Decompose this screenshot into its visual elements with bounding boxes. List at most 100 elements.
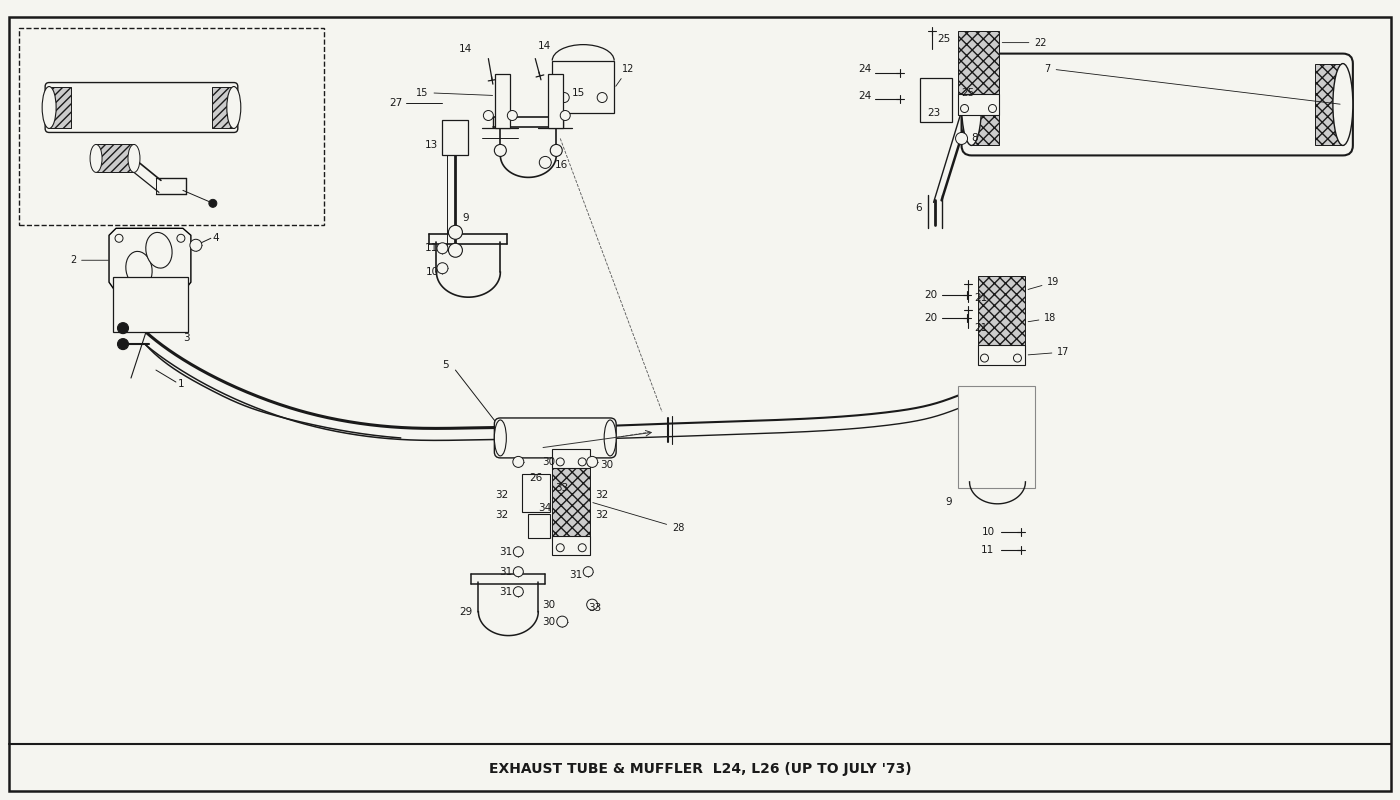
Ellipse shape (1333, 63, 1352, 146)
Circle shape (494, 145, 507, 157)
Ellipse shape (227, 86, 241, 129)
Text: 16: 16 (556, 161, 568, 170)
Ellipse shape (146, 233, 172, 268)
Ellipse shape (127, 145, 140, 172)
Bar (552, 449, 591, 468)
Text: 26: 26 (529, 473, 542, 483)
Bar (528, 514, 550, 538)
Text: 30: 30 (542, 600, 554, 610)
Circle shape (988, 105, 997, 113)
Text: 6: 6 (916, 203, 921, 214)
Text: EXHAUST TUBE & MUFFLER  L24, L26 (UP TO JULY '73): EXHAUST TUBE & MUFFLER L24, L26 (UP TO J… (489, 762, 911, 776)
Text: 27: 27 (389, 98, 403, 107)
Circle shape (539, 157, 552, 169)
Text: 34: 34 (538, 503, 552, 513)
Text: 21: 21 (974, 293, 988, 303)
Circle shape (556, 458, 564, 466)
Text: 4: 4 (213, 234, 220, 243)
Circle shape (1014, 354, 1022, 362)
Text: 12: 12 (616, 63, 634, 86)
Text: 10: 10 (426, 267, 438, 278)
Circle shape (448, 226, 462, 239)
Circle shape (115, 278, 123, 286)
Circle shape (960, 105, 969, 113)
Text: 20: 20 (924, 290, 938, 300)
Bar (552, 536, 591, 554)
Bar (113, 278, 188, 332)
Circle shape (578, 458, 587, 466)
Text: 14: 14 (459, 44, 472, 54)
Circle shape (118, 322, 129, 334)
Circle shape (437, 242, 448, 254)
Bar (522, 474, 550, 512)
Bar (496, 74, 511, 129)
Circle shape (587, 457, 598, 467)
Circle shape (559, 93, 570, 102)
Circle shape (115, 234, 123, 242)
Text: 14: 14 (538, 41, 552, 50)
Circle shape (483, 110, 493, 121)
Circle shape (118, 338, 129, 350)
Bar (972, 63, 1000, 146)
Bar (958, 94, 1000, 115)
Ellipse shape (962, 63, 981, 146)
Text: 31: 31 (498, 546, 512, 557)
Text: 21: 21 (974, 323, 988, 333)
Bar (1315, 63, 1343, 146)
Ellipse shape (42, 86, 56, 129)
Text: 10: 10 (981, 526, 994, 537)
Text: 5: 5 (442, 360, 449, 370)
Bar (977, 276, 1025, 348)
Text: 24: 24 (858, 63, 872, 74)
Text: 32: 32 (496, 490, 508, 500)
Circle shape (514, 566, 524, 577)
Circle shape (512, 457, 524, 467)
Text: 1: 1 (178, 379, 185, 389)
Circle shape (514, 586, 524, 597)
Bar (958, 386, 1036, 488)
Text: 2: 2 (70, 255, 108, 266)
Text: 7: 7 (1044, 63, 1340, 104)
Bar (920, 78, 952, 122)
Circle shape (556, 544, 564, 552)
Circle shape (448, 243, 462, 258)
Circle shape (557, 616, 568, 627)
Text: 19: 19 (1028, 278, 1060, 290)
Text: 8: 8 (972, 134, 979, 143)
Text: 17: 17 (1028, 347, 1070, 357)
Text: 24: 24 (858, 90, 872, 101)
Circle shape (507, 110, 518, 121)
Circle shape (584, 566, 594, 577)
Bar (977, 345, 1025, 365)
Text: 31: 31 (568, 570, 582, 580)
Circle shape (550, 145, 563, 157)
Circle shape (176, 234, 185, 242)
Text: 22: 22 (1002, 38, 1047, 48)
FancyBboxPatch shape (45, 82, 238, 133)
Text: 32: 32 (595, 510, 609, 520)
Circle shape (956, 133, 967, 145)
Text: 20: 20 (924, 313, 938, 323)
Text: 25: 25 (962, 87, 974, 98)
Text: 31: 31 (498, 586, 512, 597)
Bar (552, 61, 615, 113)
Bar (49, 86, 71, 129)
Ellipse shape (605, 420, 616, 456)
Text: 13: 13 (426, 141, 438, 150)
Circle shape (598, 93, 608, 102)
Text: 18: 18 (1028, 313, 1057, 323)
Text: 32: 32 (496, 510, 508, 520)
Text: 9: 9 (462, 214, 469, 223)
Circle shape (176, 278, 185, 286)
Text: 30: 30 (542, 617, 554, 626)
Bar (20, 28, 323, 226)
Circle shape (514, 546, 524, 557)
Text: 33: 33 (588, 602, 602, 613)
Bar (211, 86, 234, 129)
Text: 33: 33 (556, 483, 568, 493)
Bar (549, 74, 563, 129)
Bar (97, 145, 134, 172)
Text: 9: 9 (945, 497, 952, 507)
Bar (958, 30, 1000, 95)
Text: 28: 28 (592, 502, 685, 533)
